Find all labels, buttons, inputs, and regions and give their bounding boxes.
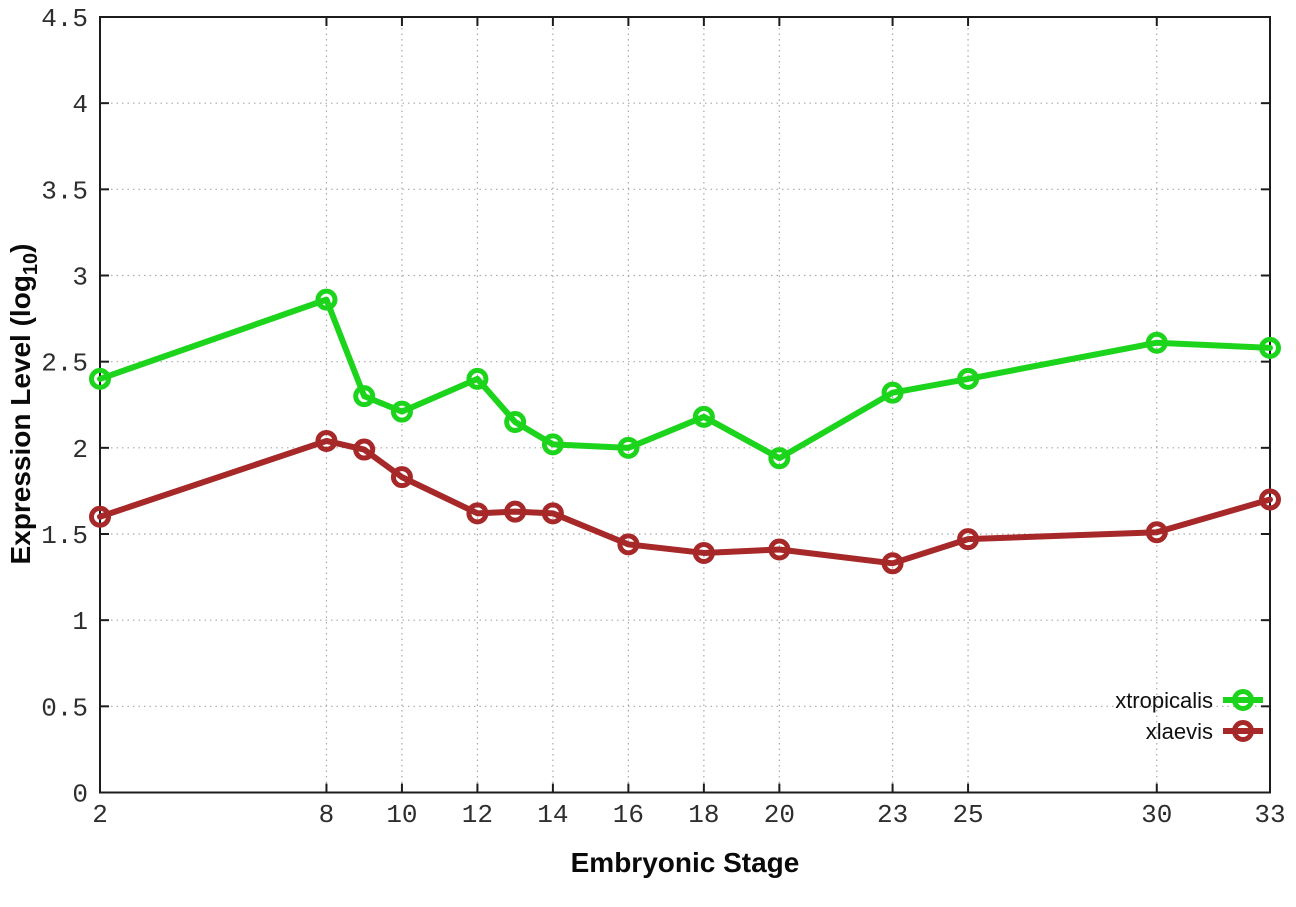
legend-label-xtropicalis: xtropicalis (1115, 688, 1213, 713)
series-xtropicalis-point (1145, 331, 1168, 354)
y-tick-label: 3.5 (41, 176, 88, 206)
y-tick-label: 3 (72, 263, 88, 293)
series-xlaevis-line (97, 437, 1273, 567)
series-xlaevis-point (692, 541, 715, 564)
series-xtropicalis-point (617, 436, 640, 459)
series-xlaevis-point (768, 538, 791, 561)
x-tick-label: 20 (764, 800, 795, 830)
tick-layer (99, 16, 1271, 794)
series-xtropicalis-line (97, 296, 1273, 462)
x-tick-label: 18 (688, 800, 719, 830)
series-xtropicalis-point (692, 405, 715, 428)
series-xtropicalis-point (504, 410, 527, 433)
x-axis-title: Embryonic Stage (571, 847, 800, 878)
series-xlaevis-point (89, 505, 111, 528)
tick-label-layer: 2 8 10 12 14 16 18 20 23 25 30 33 0 0.5 1 1.5 2 2.5 3 3.5 4 4… (41, 4, 1285, 830)
series-xtropicalis-point (353, 385, 376, 408)
series-xlaevis-point (957, 528, 980, 551)
series-xlaevis-point (1145, 521, 1168, 544)
series-xlaevis-point (881, 552, 904, 575)
series-xtropicalis-point (881, 381, 904, 404)
x-tick-label: 30 (1141, 800, 1172, 830)
y-tick-label: 0 (72, 780, 88, 810)
x-tick-label: 16 (613, 800, 644, 830)
legend-sample-marker-xlaevis (1232, 720, 1254, 742)
series-xlaevis-point (390, 466, 413, 489)
series-xtropicalis-point (541, 433, 564, 456)
y-tick-label: 0.5 (41, 693, 88, 723)
series-xtropicalis-point (466, 367, 489, 390)
x-tick-label: 8 (319, 800, 335, 830)
series-xlaevis-point (353, 438, 376, 461)
legend-label-xlaevis: xlaevis (1146, 719, 1213, 744)
series-xlaevis-point (466, 502, 489, 525)
series-xtropicalis-point (390, 400, 413, 423)
x-tick-label: 2 (92, 800, 108, 830)
y-tick-label: 4.5 (41, 4, 88, 34)
series-xtropicalis-point (315, 288, 338, 311)
x-tick-label: 12 (462, 800, 493, 830)
y-tick-label: 2 (72, 435, 88, 465)
y-tick-label: 1.5 (41, 521, 88, 551)
series-xlaevis-point (504, 500, 527, 523)
y-axis-title: Expression Level (log10) (5, 244, 42, 565)
x-tick-label: 10 (386, 800, 417, 830)
legend-sample-marker-xtropicalis (1232, 689, 1254, 711)
x-tick-label: 33 (1254, 800, 1285, 830)
legend-item-xtropicalis: xtropicalis (1115, 688, 1263, 713)
series-xlaevis-point (315, 429, 338, 452)
series-xtropicalis-point (1259, 336, 1281, 359)
x-tick-label: 14 (537, 800, 568, 830)
series-layer (89, 288, 1281, 575)
x-tick-label: 23 (877, 800, 908, 830)
series-xtropicalis-point (957, 367, 980, 390)
x-tick-label: 25 (952, 800, 983, 830)
y-tick-label: 4 (72, 90, 88, 120)
svg-text:Expression Level (log10): Expression Level (log10) (5, 244, 42, 565)
series-xlaevis-point (1259, 488, 1281, 511)
series-xtropicalis-point (89, 367, 111, 390)
y-tick-label: 2.5 (41, 349, 88, 379)
y-tick-label: 1 (72, 607, 88, 637)
series-xlaevis-point (541, 502, 564, 525)
series-xtropicalis-point (768, 447, 791, 470)
legend: xtropicalis xlaevis (1115, 688, 1263, 744)
grid-layer (100, 17, 1270, 793)
plot-border (99, 16, 1271, 794)
legend-item-xlaevis: xlaevis (1146, 719, 1263, 744)
series-xlaevis-point (617, 533, 640, 556)
